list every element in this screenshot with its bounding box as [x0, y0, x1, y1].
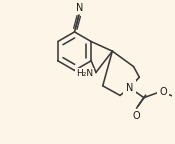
Text: H₂N: H₂N: [76, 69, 93, 78]
Text: N: N: [126, 83, 133, 93]
Text: O: O: [159, 87, 167, 97]
Text: N: N: [76, 3, 84, 13]
Text: O: O: [133, 111, 141, 121]
